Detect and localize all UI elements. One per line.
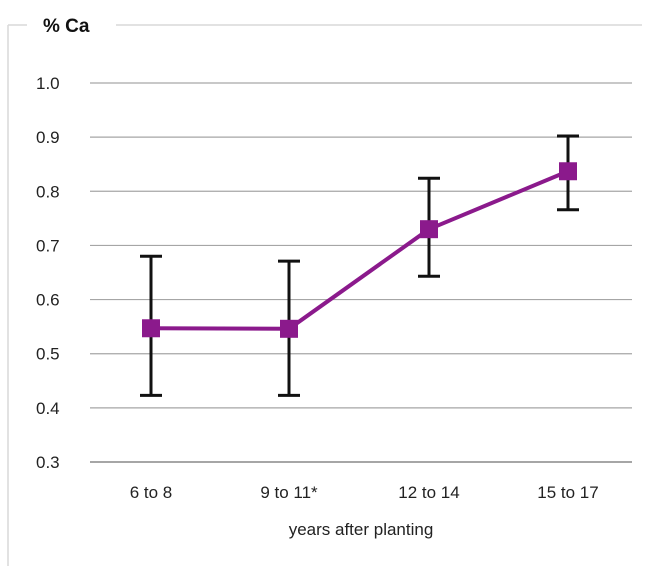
- data-point-marker: [559, 162, 577, 181]
- x-tick-label: 9 to 11*: [260, 483, 318, 502]
- x-tick-label: 12 to 14: [398, 483, 459, 502]
- x-axis-title: years after planting: [289, 520, 434, 539]
- y-tick-label: 0.8: [36, 182, 60, 201]
- x-tick-label: 6 to 8: [130, 483, 173, 502]
- y-tick-label: 0.3: [36, 453, 60, 472]
- y-tick-label: 0.4: [36, 399, 60, 418]
- chart-title: % Ca: [43, 16, 90, 37]
- y-tick-label: 0.6: [36, 291, 60, 310]
- y-tick-label: 0.9: [36, 128, 60, 147]
- data-point-marker: [142, 319, 160, 338]
- series-line: [150, 169, 569, 331]
- y-tick-label: 0.5: [36, 345, 60, 364]
- y-tick-label: 0.7: [36, 236, 60, 255]
- data-point-marker: [420, 220, 438, 239]
- data-point-marker: [280, 319, 298, 338]
- x-tick-label: 15 to 17: [537, 483, 598, 502]
- y-tick-label: 1.0: [36, 74, 60, 93]
